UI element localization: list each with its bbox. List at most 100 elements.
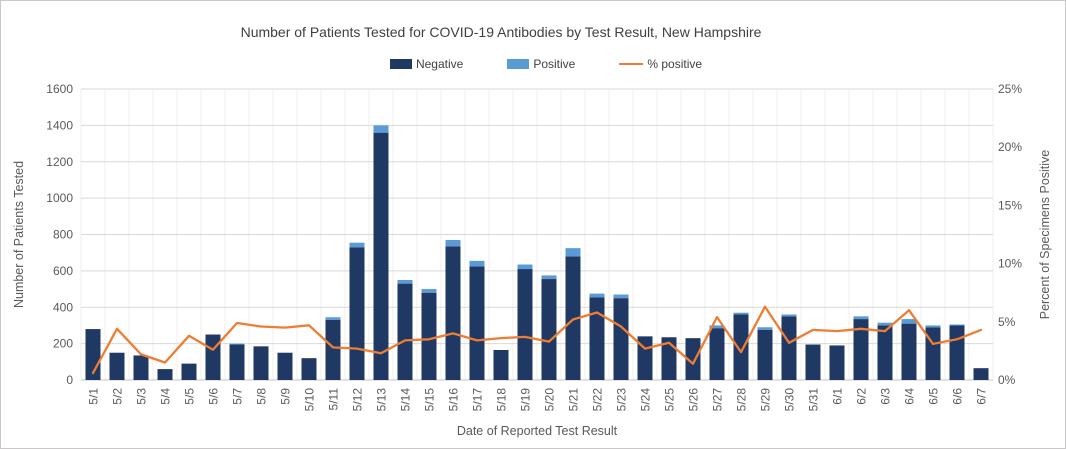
- x-tick-label: 5/13: [375, 388, 389, 412]
- x-tick-label: 5/11: [327, 388, 341, 411]
- y2-axis-tick-label: 15%: [998, 198, 1022, 212]
- bar-positive-5/16: [445, 239, 461, 247]
- bar-positive-5/12: [349, 242, 365, 248]
- x-tick-label: 6/7: [975, 388, 989, 405]
- x-tick-label: 5/31: [807, 388, 821, 412]
- bar-negative-5/19: [517, 269, 533, 380]
- bar-positive-6/6: [949, 324, 965, 326]
- y2-axis-tick-label: 0%: [998, 373, 1016, 387]
- legend-label: % positive: [647, 57, 703, 71]
- x-tick-label: 5/8: [255, 388, 269, 405]
- x-tick-label: 5/9: [279, 388, 293, 405]
- bar-positive-5/27: [709, 325, 725, 329]
- bar-negative-5/17: [469, 266, 485, 380]
- bar-negative-5/31: [805, 344, 821, 380]
- x-tick-label: 5/12: [351, 388, 365, 412]
- x-tick-label: 5/29: [759, 388, 773, 412]
- bar-positive-6/4: [901, 319, 917, 324]
- x-tick-label: 5/27: [711, 388, 725, 412]
- x-tick-label: 5/5: [183, 388, 197, 405]
- bar-negative-5/6: [205, 334, 221, 380]
- bar-positive-5/15: [421, 289, 437, 293]
- bar-positive-5/11: [325, 317, 341, 320]
- x-tick-label: 6/4: [903, 388, 917, 405]
- bar-negative-5/11: [325, 319, 341, 380]
- y-axis-tick-label: 1000: [46, 191, 73, 205]
- x-tick-label: 5/23: [615, 388, 629, 412]
- bar-positive-5/29: [757, 327, 773, 330]
- x-tick-label: 5/4: [159, 388, 173, 405]
- bar-negative-6/1: [829, 345, 845, 380]
- x-tick-label: 5/2: [111, 388, 125, 405]
- x-tick-label: 5/14: [399, 388, 413, 412]
- bar-negative-5/23: [613, 298, 629, 380]
- legend-swatch-line: [619, 62, 644, 66]
- x-tick-label: 5/17: [471, 388, 485, 412]
- x-tick-label: 6/5: [927, 388, 941, 405]
- x-tick-label: 5/20: [543, 388, 557, 412]
- bar-negative-5/30: [781, 316, 797, 380]
- bar-negative-5/16: [445, 246, 461, 380]
- bar-negative-5/22: [589, 297, 605, 380]
- legend: Negative Positive % positive: [56, 57, 1036, 71]
- legend-item-negative: Negative: [389, 57, 463, 71]
- x-tick-label: 5/3: [135, 388, 149, 405]
- bar-negative-5/12: [349, 247, 365, 380]
- x-axis-title: Date of Reported Test Result: [457, 424, 618, 438]
- legend-item--positive: % positive: [619, 57, 702, 71]
- bar-positive-5/30: [781, 314, 797, 317]
- x-tick-label: 6/2: [855, 388, 869, 405]
- y2-axis-title: Percent of Specimens Positive: [1038, 150, 1052, 320]
- x-tick-label: 5/25: [663, 388, 677, 412]
- bar-negative-6/7: [973, 368, 989, 380]
- y-axis-title: Number of Patients Tested: [12, 161, 26, 308]
- bar-positive-5/20: [541, 275, 557, 280]
- bar-negative-5/8: [253, 346, 269, 380]
- x-tick-label: 5/21: [567, 388, 581, 412]
- x-tick-label: 6/6: [951, 388, 965, 405]
- bar-positive-6/2: [853, 316, 869, 320]
- bar-negative-5/29: [757, 329, 773, 380]
- x-tick-label: 5/1: [87, 388, 101, 405]
- x-tick-label: 5/19: [519, 388, 533, 412]
- x-tick-label: 6/1: [831, 388, 845, 405]
- x-tick-label: 5/30: [783, 388, 797, 412]
- bar-negative-6/2: [853, 319, 869, 380]
- legend-swatch-bar: [389, 59, 412, 69]
- bar-negative-6/6: [949, 325, 965, 380]
- bar-negative-5/5: [181, 363, 197, 380]
- bar-negative-5/13: [373, 132, 389, 380]
- bar-positive-5/7: [229, 343, 245, 345]
- x-tick-label: 5/26: [687, 388, 701, 412]
- y-axis-tick-label: 200: [53, 337, 73, 351]
- legend-label: Positive: [533, 57, 576, 71]
- y-axis-tick-label: 1600: [46, 82, 73, 96]
- legend-item-positive: Positive: [507, 57, 575, 71]
- y2-axis-tick-label: 5%: [998, 315, 1016, 329]
- bar-positive-5/13: [373, 125, 389, 133]
- bar-positive-5/17: [469, 260, 485, 267]
- bar-positive-6/3: [877, 322, 893, 326]
- y2-axis-tick-label: 20%: [998, 140, 1022, 154]
- bar-negative-5/2: [109, 352, 125, 380]
- bar-negative-5/20: [541, 279, 557, 380]
- bar-negative-5/7: [229, 344, 245, 380]
- x-tick-label: 5/7: [231, 388, 245, 405]
- x-tick-label: 5/22: [591, 388, 605, 412]
- bar-negative-5/27: [709, 328, 725, 380]
- bar-positive-5/14: [397, 279, 413, 284]
- bar-positive-5/19: [517, 264, 533, 270]
- bar-positive-5/28: [733, 312, 749, 315]
- x-tick-label: 5/15: [423, 388, 437, 412]
- y-axis-tick-label: 400: [53, 300, 73, 314]
- bar-negative-5/28: [733, 314, 749, 380]
- bar-positive-5/23: [613, 294, 629, 299]
- x-tick-label: 5/24: [639, 388, 653, 412]
- bar-negative-5/10: [301, 358, 317, 380]
- x-tick-label: 5/16: [447, 388, 461, 412]
- bar-negative-5/3: [133, 355, 149, 380]
- bar-negative-5/25: [661, 337, 677, 380]
- bar-negative-5/4: [157, 369, 173, 380]
- x-tick-label: 5/10: [303, 388, 317, 412]
- bar-negative-5/14: [397, 283, 413, 380]
